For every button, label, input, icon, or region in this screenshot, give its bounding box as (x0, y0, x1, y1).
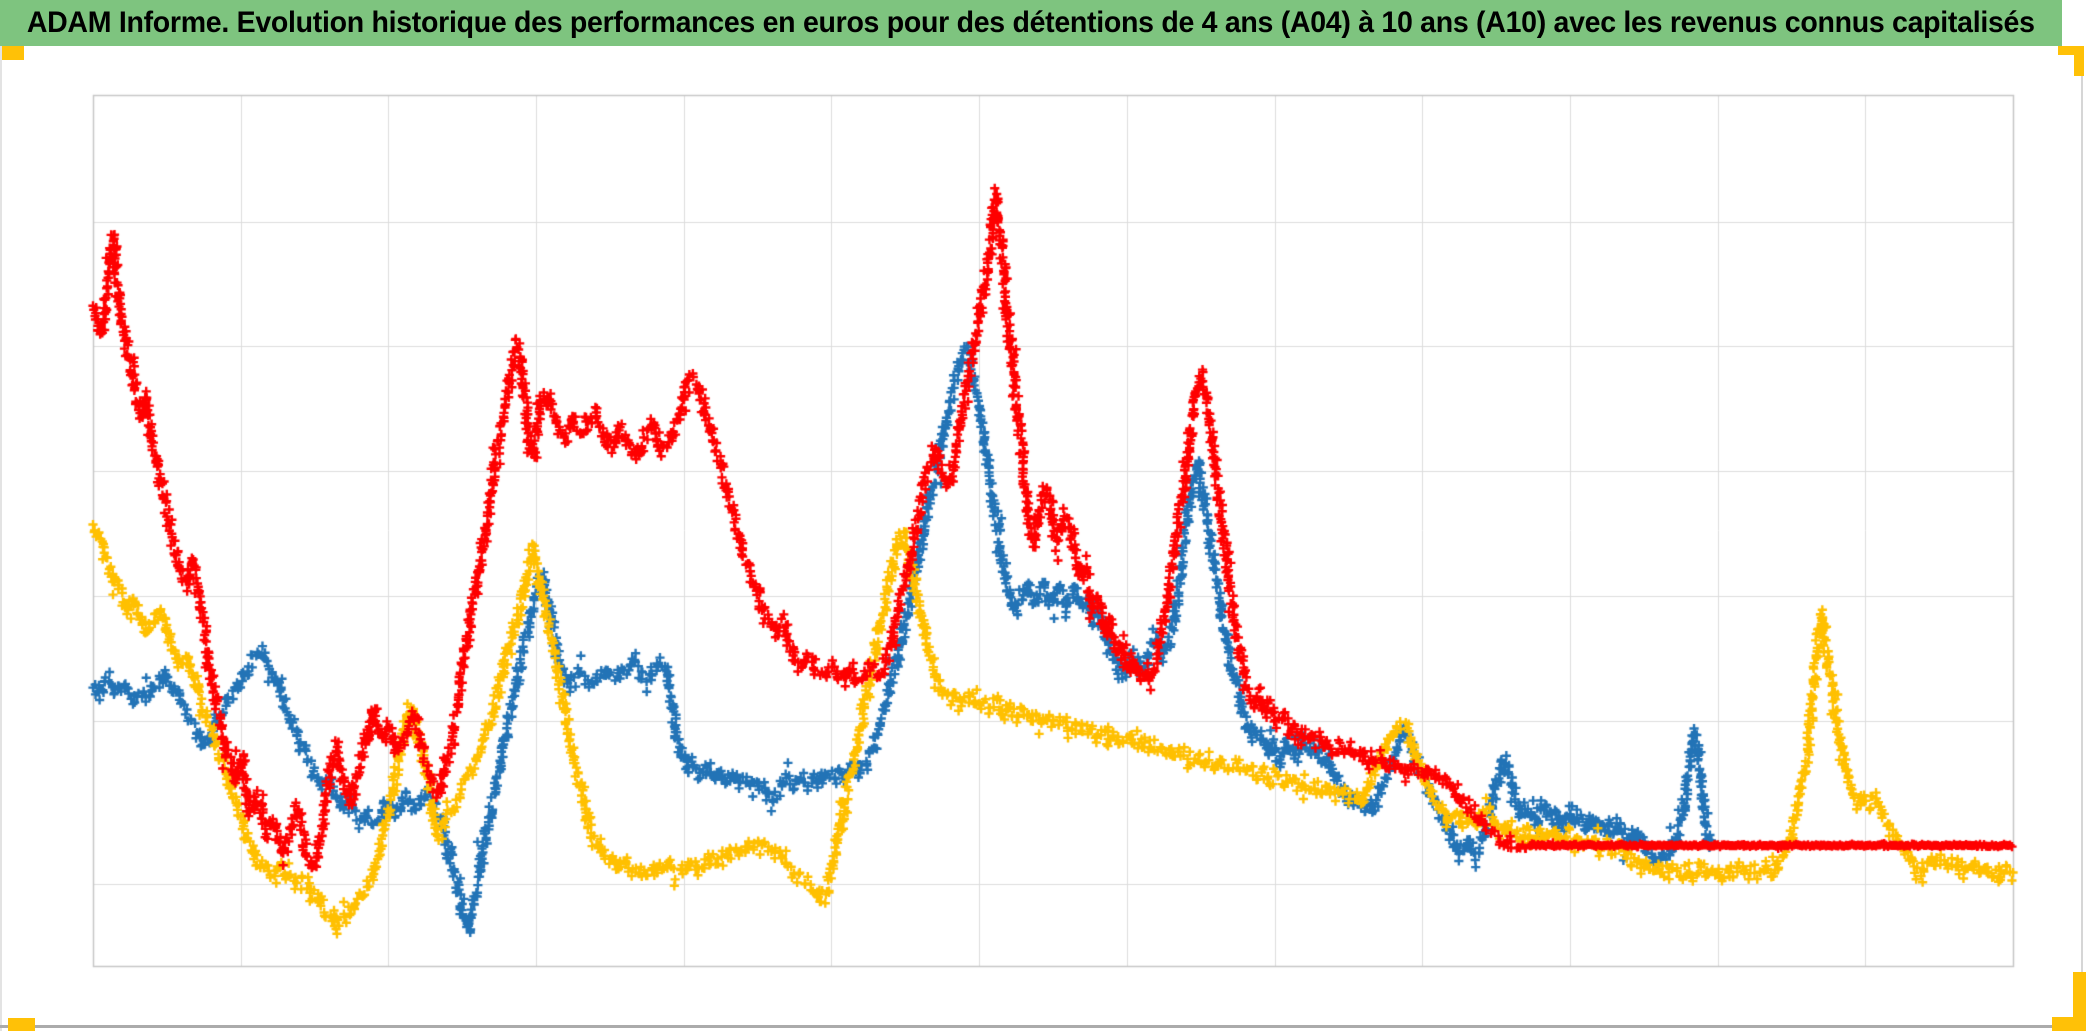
slide-right-edge (2081, 46, 2083, 1031)
selection-handle-bottom-left[interactable] (8, 1018, 35, 1031)
selection-handle-top-right-arm[interactable] (2074, 46, 2084, 76)
selection-handle-top-left[interactable] (2, 46, 24, 60)
slide-left-edge (0, 46, 2, 1031)
selection-handle-top-right[interactable] (2058, 46, 2084, 55)
slide-bottom-edge (0, 1025, 2086, 1028)
selection-handle-bottom-right-arm[interactable] (2073, 972, 2086, 1031)
title-bar[interactable]: ADAM Informe. Evolution historique des p… (0, 0, 2062, 46)
page-title: ADAM Informe. Evolution historique des p… (27, 6, 2035, 39)
